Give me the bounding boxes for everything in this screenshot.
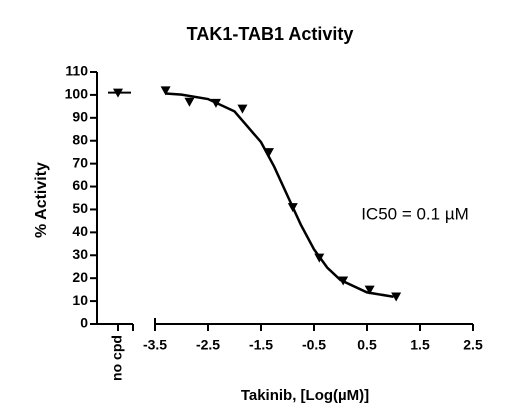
data-point	[364, 285, 375, 295]
data-point	[314, 253, 325, 263]
y-tick-label: 70	[72, 154, 88, 170]
x-axis-label: Takinib, [Log(µM)]	[241, 387, 369, 404]
fit-curve	[165, 92, 394, 298]
x-tick-label: 2.5	[463, 337, 483, 353]
y-tick-label: 10	[72, 292, 88, 308]
x-tick-label: -0.5	[302, 337, 326, 353]
data-point	[338, 276, 349, 286]
x-tick-label: 0.5	[357, 337, 377, 353]
control-point	[113, 88, 123, 98]
chart-title: TAK1-TAB1 Activity	[187, 24, 354, 44]
y-tick-label: 0	[80, 315, 88, 331]
data-point	[160, 86, 171, 96]
x-tick-label: -3.5	[143, 337, 167, 353]
y-tick-label: 100	[65, 86, 89, 102]
y-tick-label: 110	[65, 63, 88, 79]
y-tick-label: 60	[72, 177, 88, 193]
data-point	[184, 97, 195, 107]
y-tick-label: 90	[72, 109, 88, 125]
y-tick-label: 20	[72, 269, 88, 285]
y-tick-label: 40	[72, 223, 88, 239]
x-tick-label: -1.5	[249, 337, 273, 353]
x-tick-label: -2.5	[196, 337, 220, 353]
data-point	[287, 203, 298, 213]
data-point	[237, 104, 248, 114]
y-tick-label: 80	[72, 131, 88, 147]
y-tick-label: 30	[72, 246, 88, 262]
annotation: IC50 = 0.1 µM	[361, 204, 469, 223]
y-axis-label: % Activity	[33, 162, 50, 238]
x-tick-label: no cpd	[109, 335, 125, 381]
y-tick-label: 50	[72, 200, 88, 216]
data-point	[263, 148, 274, 158]
data-point	[391, 292, 402, 302]
data-point	[210, 98, 221, 108]
x-tick-label: 1.5	[410, 337, 430, 353]
